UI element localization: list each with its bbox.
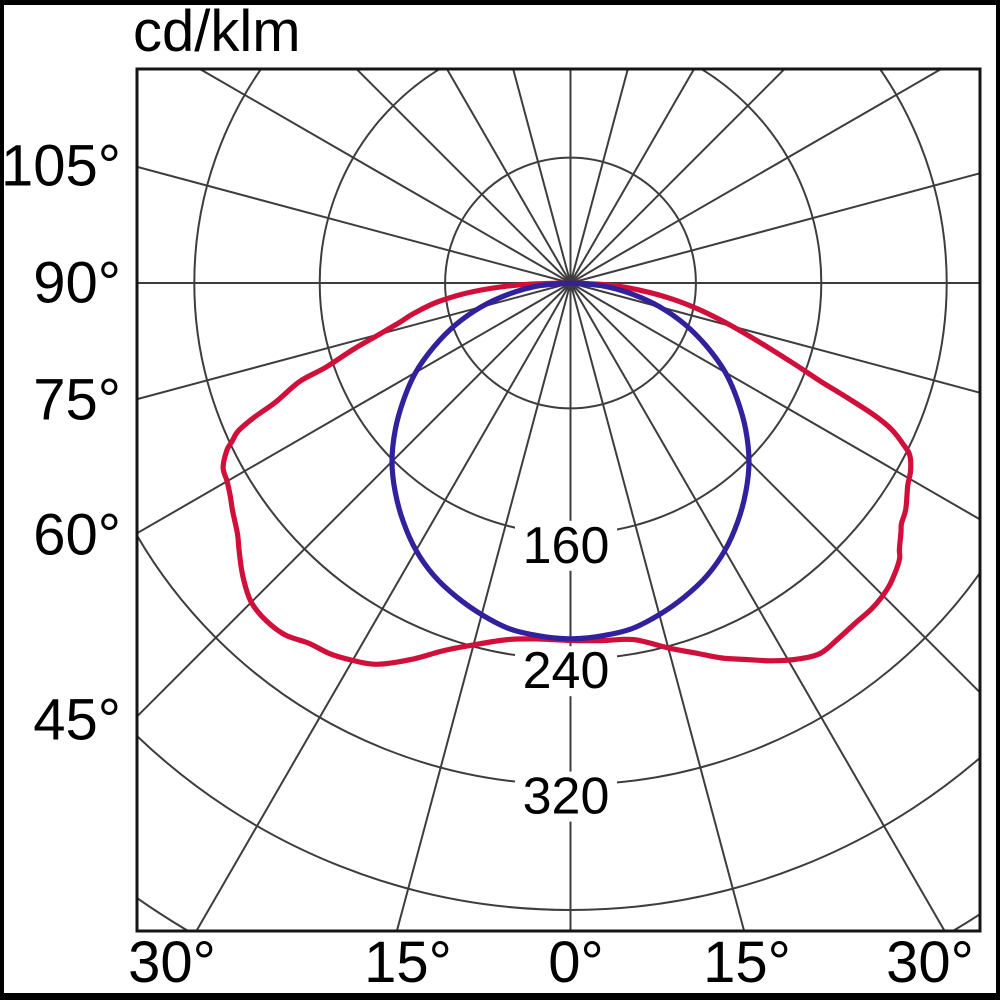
bottom-axis-label-4: 30° xyxy=(886,930,974,995)
grid-ray-105 xyxy=(570,172,980,284)
grid-ray-315 xyxy=(137,282,572,718)
left-axis-label-4: 45° xyxy=(33,688,121,753)
grid-ray-210 xyxy=(445,69,572,284)
grid-ray-255 xyxy=(137,165,571,284)
left-axis-label-0: 105° xyxy=(1,134,121,199)
ring-label-bg-320 xyxy=(515,771,617,822)
grid-ray-240 xyxy=(197,69,572,284)
ring-label-bg-240 xyxy=(515,646,617,697)
grid-ray-285 xyxy=(137,282,571,401)
frame-top xyxy=(0,0,1000,5)
grid-ray-165 xyxy=(569,69,629,284)
red-curve xyxy=(220,280,914,667)
bottom-axis-label-3: 15° xyxy=(703,930,791,995)
bottom-axis-labels: 30° 15° 0° 15° 30° xyxy=(128,930,974,995)
blue-curve xyxy=(389,280,752,642)
grid-ray-300 xyxy=(137,282,572,535)
frame-right xyxy=(996,0,1000,1000)
grid-ray-120 xyxy=(569,69,944,284)
ring-labels: 160 240 320 xyxy=(515,517,617,826)
ring-label-bg-160 xyxy=(515,520,617,571)
grid-ray-135 xyxy=(569,69,786,284)
ring-label-160: 160 xyxy=(523,517,610,575)
frame-left xyxy=(0,0,4,1000)
ring-label-240: 240 xyxy=(523,642,610,700)
bottom-axis-label-1: 15° xyxy=(364,930,452,995)
chart-title: cd/klm xyxy=(133,0,301,64)
grid-ray-330 xyxy=(195,282,572,931)
ring-label-320: 320 xyxy=(523,768,610,826)
frame-bottom xyxy=(0,993,1000,1000)
grid-ray-225 xyxy=(355,69,572,284)
grid-ray-195 xyxy=(512,69,572,284)
grid-ray-345 xyxy=(395,282,572,931)
grid-ray-60 xyxy=(569,282,980,521)
bottom-axis-label-0: 30° xyxy=(128,930,216,995)
grid-ray-30 xyxy=(569,282,946,931)
intensity-curves xyxy=(220,280,914,667)
left-axis-label-2: 75° xyxy=(33,368,121,433)
grid-ray-45 xyxy=(569,282,980,694)
left-axis-label-1: 90° xyxy=(33,251,121,316)
grid-ray-150 xyxy=(569,69,696,284)
plot-box-border xyxy=(135,67,982,933)
bottom-axis-label-2: 0° xyxy=(548,930,603,995)
left-axis-labels: 105° 90° 75° 60° 45° xyxy=(1,134,121,753)
grid-ray-75 xyxy=(570,282,980,394)
left-axis-label-3: 60° xyxy=(33,503,121,568)
grid-ray-15 xyxy=(569,282,746,931)
